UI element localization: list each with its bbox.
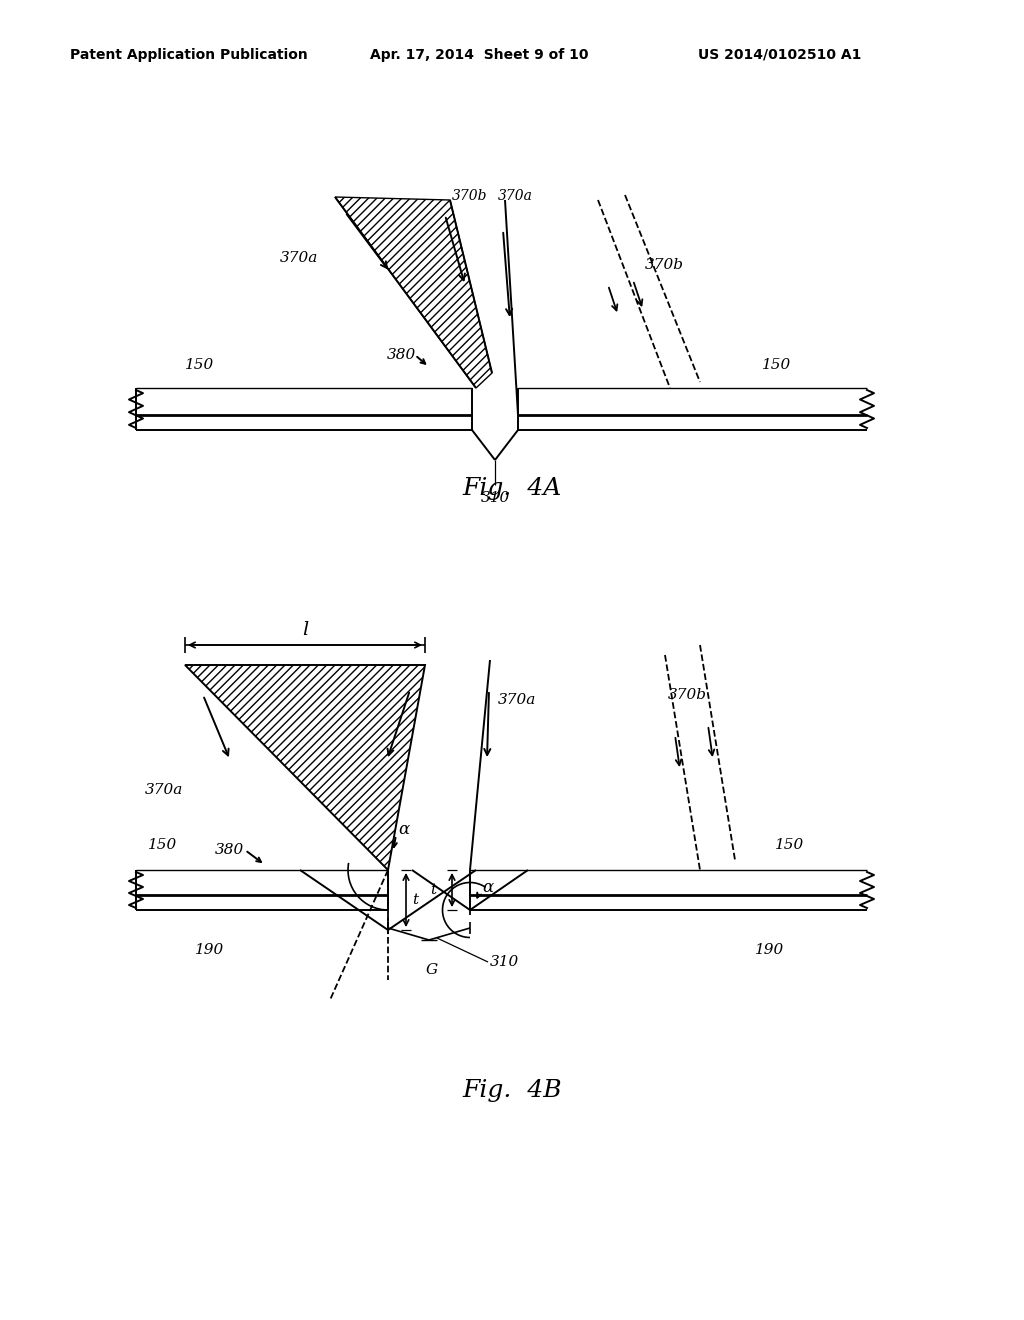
Text: 380: 380	[215, 843, 245, 857]
Text: 150: 150	[762, 358, 792, 372]
Text: 370b: 370b	[452, 189, 487, 203]
Text: 310: 310	[480, 491, 510, 506]
Polygon shape	[335, 197, 492, 388]
Text: t: t	[430, 883, 436, 898]
Text: α: α	[482, 879, 494, 896]
Text: G: G	[426, 964, 438, 977]
Text: t: t	[412, 894, 418, 907]
Text: 370a: 370a	[498, 693, 537, 708]
Text: 370b: 370b	[645, 257, 684, 272]
Text: 370a: 370a	[280, 251, 318, 265]
Text: Patent Application Publication: Patent Application Publication	[70, 48, 308, 62]
Text: US 2014/0102510 A1: US 2014/0102510 A1	[698, 48, 861, 62]
Text: Fig.  4A: Fig. 4A	[463, 477, 561, 499]
Text: 370a: 370a	[498, 189, 532, 203]
Text: Apr. 17, 2014  Sheet 9 of 10: Apr. 17, 2014 Sheet 9 of 10	[370, 48, 589, 62]
Text: 150: 150	[775, 838, 804, 851]
Polygon shape	[185, 665, 425, 870]
Text: 370b: 370b	[668, 688, 707, 702]
Text: 150: 150	[185, 358, 214, 372]
Text: 190: 190	[756, 942, 784, 957]
Text: 150: 150	[148, 838, 177, 851]
Text: l: l	[302, 620, 308, 639]
Text: Fig.  4B: Fig. 4B	[462, 1078, 562, 1101]
Text: 190: 190	[196, 942, 224, 957]
Text: 380: 380	[387, 348, 416, 362]
Text: 310: 310	[490, 954, 519, 969]
Text: α: α	[398, 821, 410, 838]
Text: 370a: 370a	[145, 783, 183, 797]
